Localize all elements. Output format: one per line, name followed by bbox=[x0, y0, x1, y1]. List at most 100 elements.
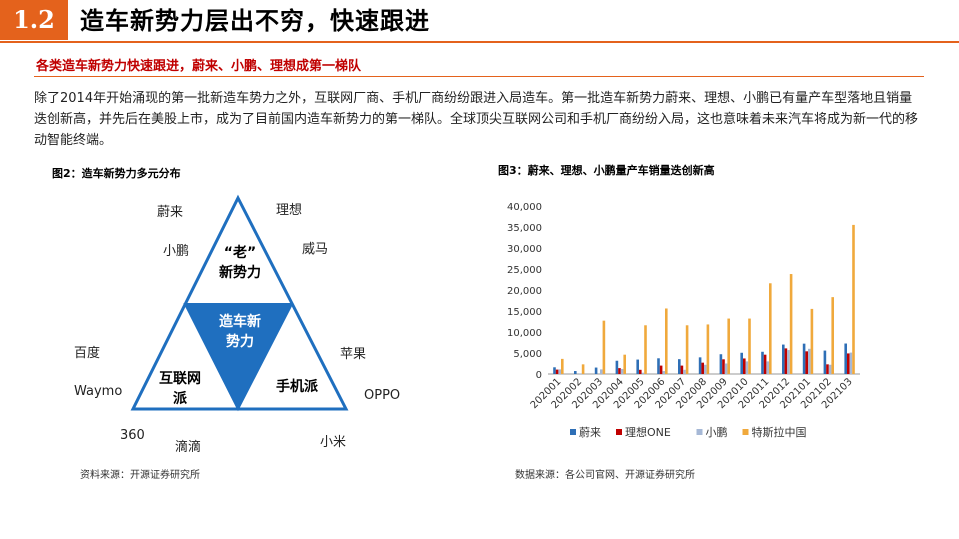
bar-理想ONE bbox=[701, 362, 704, 374]
y-tick-label: 20,000 bbox=[507, 286, 542, 297]
bar-特斯拉中国 bbox=[789, 274, 793, 374]
bar-理想ONE bbox=[680, 365, 684, 374]
y-tick-label: 0 bbox=[536, 370, 542, 381]
bar-理想ONE bbox=[743, 358, 746, 374]
bar-小鹏 bbox=[620, 368, 624, 374]
bar-蔚来 bbox=[740, 352, 743, 374]
bar-小鹏 bbox=[787, 350, 790, 374]
legend-label: 蔚来 bbox=[579, 426, 601, 439]
subheading: 各类造车新势力快速跟进，蔚来、小鹏、理想成第一梯队 bbox=[36, 59, 362, 74]
bar-特斯拉中国 bbox=[581, 364, 585, 374]
bar-小鹏 bbox=[600, 369, 603, 374]
triangle-right-label: 手机派 bbox=[276, 379, 318, 395]
page-title: 造车新势力层出不穷，快速跟进 bbox=[80, 7, 430, 35]
label-baidu: 百度 bbox=[74, 346, 101, 361]
label-oppo: OPPO bbox=[364, 388, 401, 403]
subheading-divider bbox=[34, 76, 924, 77]
figure3-title: 图3：蔚来、理想、小鹏量产车销量迭创新高 bbox=[498, 164, 715, 177]
bar-蔚来 bbox=[553, 367, 556, 374]
bar-蔚来 bbox=[802, 343, 806, 374]
bar-蔚来 bbox=[636, 359, 639, 374]
bar-特斯拉中国 bbox=[831, 297, 834, 374]
bar-小鹏 bbox=[766, 361, 769, 374]
label-weima: 威马 bbox=[302, 242, 329, 257]
bar-理想ONE bbox=[659, 365, 663, 374]
bar-蔚来 bbox=[594, 367, 598, 374]
bar-蔚来 bbox=[761, 351, 764, 374]
title-divider bbox=[0, 41, 959, 43]
bar-蔚来 bbox=[615, 360, 619, 374]
sales-bar-chart: 0 5,000 10,000 15,000 20,000 25,000 30,000 35,0… bbox=[507, 202, 860, 439]
bar-特斯拉中国 bbox=[748, 318, 751, 374]
figure2-source: 资料来源：开源证券研究所 bbox=[80, 470, 200, 481]
bar-蔚来 bbox=[678, 359, 681, 374]
legend-swatch bbox=[570, 429, 576, 435]
bar-小鹏 bbox=[683, 369, 686, 374]
bar-理想ONE bbox=[639, 369, 642, 374]
bar-理想ONE bbox=[618, 368, 621, 374]
bar-特斯拉中国 bbox=[727, 318, 730, 374]
bar-小鹏 bbox=[745, 361, 749, 374]
bar-小鹏 bbox=[704, 364, 707, 374]
bar-蔚来 bbox=[782, 344, 785, 374]
legend-label: 特斯拉中国 bbox=[752, 425, 807, 439]
bar-特斯拉中国 bbox=[602, 320, 606, 374]
bar-特斯拉中国 bbox=[685, 325, 689, 374]
bar-小鹏 bbox=[724, 363, 728, 374]
label-waymo: Waymo bbox=[74, 384, 123, 399]
figure2-title: 图2：造车新势力多元分布 bbox=[52, 167, 181, 180]
y-tick-label: 30,000 bbox=[507, 244, 542, 255]
bar-小鹏 bbox=[579, 373, 582, 374]
label-xiaomi: 小米 bbox=[320, 435, 347, 450]
y-tick-label: 25,000 bbox=[507, 265, 542, 276]
label-360: 360 bbox=[120, 428, 145, 443]
bar-理想ONE bbox=[763, 354, 767, 374]
triangle-top-label: “老” 新势力 bbox=[219, 245, 261, 281]
bar-特斯拉中国 bbox=[561, 358, 564, 374]
bar-特斯拉中国 bbox=[623, 354, 626, 374]
bar-理想ONE bbox=[555, 369, 559, 374]
bar-蔚来 bbox=[719, 354, 723, 374]
legend-label: 小鹏 bbox=[706, 426, 728, 439]
bar-蔚来 bbox=[574, 371, 577, 374]
bar-特斯拉中国 bbox=[665, 308, 668, 374]
y-tick-label: 40,000 bbox=[507, 202, 542, 213]
bar-理想ONE bbox=[805, 351, 808, 374]
label-xpeng: 小鹏 bbox=[163, 244, 190, 259]
y-tick-label: 5,000 bbox=[513, 349, 542, 360]
label-apple: 苹果 bbox=[340, 347, 367, 362]
bar-理想ONE bbox=[826, 364, 829, 374]
triangle-center-label: 造车新 势力 bbox=[219, 314, 261, 350]
legend-swatch bbox=[616, 429, 622, 435]
bar-小鹏 bbox=[808, 348, 811, 374]
label-lixiang: 理想 bbox=[276, 203, 303, 218]
bar-特斯拉中国 bbox=[769, 283, 772, 374]
bar-特斯拉中国 bbox=[706, 324, 710, 374]
bar-小鹏 bbox=[558, 369, 561, 374]
bar-蔚来 bbox=[657, 358, 660, 374]
bar-特斯拉中国 bbox=[810, 308, 814, 374]
section-number-badge: 1.2 bbox=[0, 0, 68, 40]
bar-特斯拉中国 bbox=[644, 325, 647, 374]
bar-理想ONE bbox=[784, 348, 788, 374]
bar-蔚来 bbox=[698, 357, 702, 374]
legend-label: 理想ONE bbox=[625, 425, 671, 439]
bar-蔚来 bbox=[823, 350, 827, 374]
bar-小鹏 bbox=[849, 352, 853, 374]
bar-小鹏 bbox=[828, 364, 832, 374]
y-tick-label: 15,000 bbox=[507, 307, 542, 318]
body-paragraph: 除了2014年开始涌现的第一批新造车势力之外，互联网厂商、手机厂商纷纷跟进入局造… bbox=[34, 91, 919, 148]
label-nio: 蔚来 bbox=[157, 205, 184, 220]
triangle-diagram bbox=[130, 194, 349, 412]
bar-小鹏 bbox=[641, 372, 645, 374]
figure3-source: 数据来源：各公司官网、开源证券研究所 bbox=[515, 470, 695, 481]
legend-swatch bbox=[742, 429, 749, 435]
bar-理想ONE bbox=[722, 359, 725, 374]
bar-小鹏 bbox=[662, 371, 665, 374]
y-tick-label: 10,000 bbox=[507, 328, 542, 339]
bar-特斯拉中国 bbox=[852, 224, 855, 374]
y-tick-label: 35,000 bbox=[507, 223, 542, 234]
center-triangle bbox=[183, 303, 294, 412]
label-didi: 滴滴 bbox=[175, 440, 202, 455]
triangle-left-label: 互联网派 bbox=[159, 371, 201, 407]
